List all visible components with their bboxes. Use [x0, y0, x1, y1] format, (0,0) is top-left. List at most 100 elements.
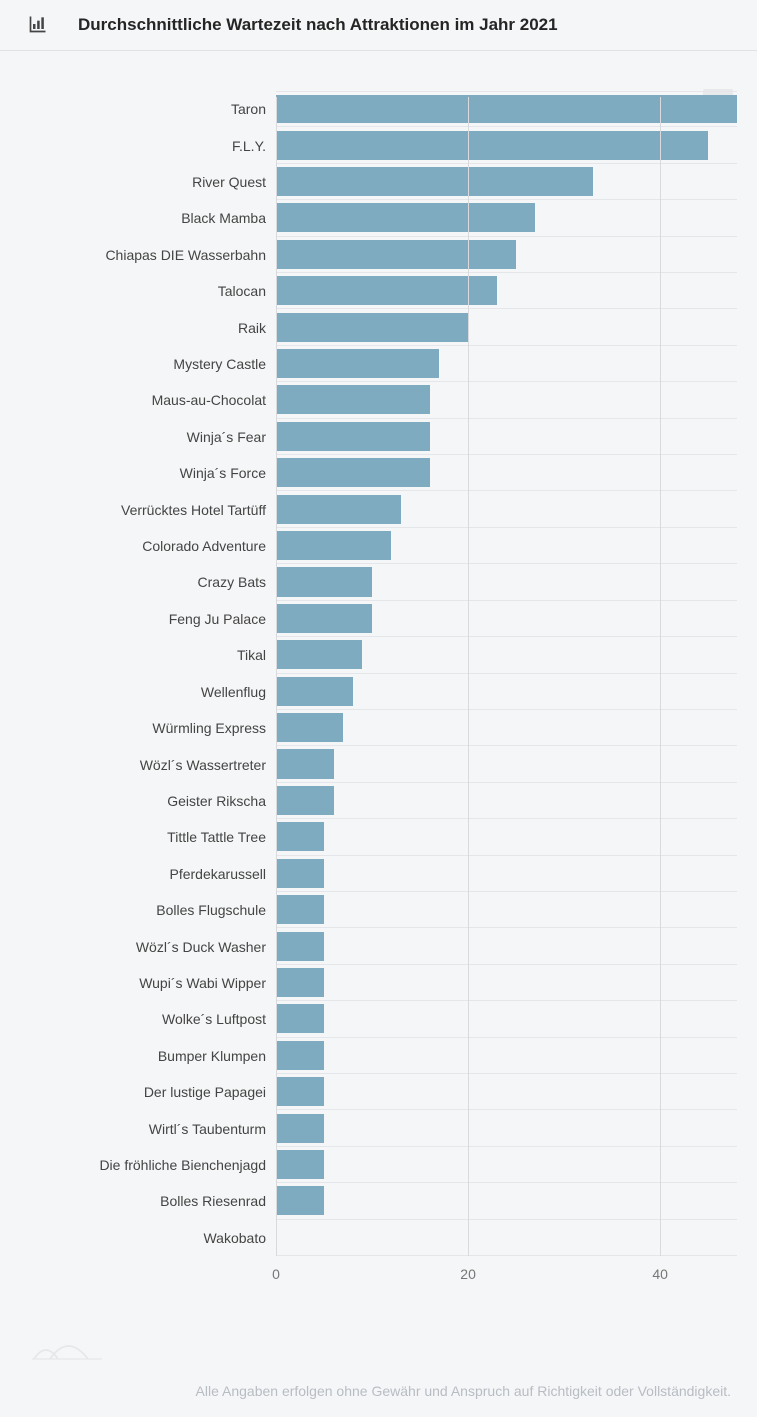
bar[interactable] — [276, 604, 372, 633]
bar-row: Black Mamba — [20, 200, 737, 236]
bar-label: Die fröhliche Bienchenjagd — [20, 1157, 276, 1173]
bar-label: Feng Ju Palace — [20, 611, 276, 627]
bar-label: Bolles Flugschule — [20, 902, 276, 918]
bar-label: Verrücktes Hotel Tartüff — [20, 502, 276, 518]
bar[interactable] — [276, 859, 324, 888]
bar[interactable] — [276, 822, 324, 851]
bar-row: Wirtl´s Taubenturm — [20, 1110, 737, 1146]
bar[interactable] — [276, 713, 343, 742]
bar-label: Mystery Castle — [20, 356, 276, 372]
bar-track — [276, 273, 737, 309]
bar-row: Wupi´s Wabi Wipper — [20, 965, 737, 1001]
bar[interactable] — [276, 1150, 324, 1179]
bar[interactable] — [276, 495, 401, 524]
bar[interactable] — [276, 1077, 324, 1106]
x-tick-label: 20 — [460, 1266, 476, 1282]
bar-track — [276, 419, 737, 455]
bar[interactable] — [276, 895, 324, 924]
bar-track — [276, 892, 737, 928]
bar-label: Tittle Tattle Tree — [20, 829, 276, 845]
chart-title: Durchschnittliche Wartezeit nach Attrakt… — [78, 15, 558, 35]
bar[interactable] — [276, 531, 391, 560]
bar-row: Colorado Adventure — [20, 528, 737, 564]
x-gridline — [468, 97, 469, 1256]
bar-row: Maus-au-Chocolat — [20, 382, 737, 418]
bar-label: River Quest — [20, 174, 276, 190]
bar[interactable] — [276, 968, 324, 997]
bar-row: Bolles Riesenrad — [20, 1183, 737, 1219]
bar[interactable] — [276, 1114, 324, 1143]
bar-row: Chiapas DIE Wasserbahn — [20, 237, 737, 273]
bar-label: Winja´s Force — [20, 465, 276, 481]
bar-track — [276, 309, 737, 345]
bar-row: Die fröhliche Bienchenjagd — [20, 1147, 737, 1183]
bar-row: Winja´s Force — [20, 455, 737, 491]
bar-label: Bumper Klumpen — [20, 1048, 276, 1064]
bar-label: F.L.Y. — [20, 138, 276, 154]
bar[interactable] — [276, 1004, 324, 1033]
bar-track — [276, 819, 737, 855]
bar[interactable] — [276, 1041, 324, 1070]
brand-logo-icon — [32, 1343, 737, 1361]
bar-row: Winja´s Fear — [20, 419, 737, 455]
bar[interactable] — [276, 95, 737, 123]
bar-track — [276, 928, 737, 964]
bar[interactable] — [276, 640, 362, 669]
bar-label: Talocan — [20, 283, 276, 299]
bar-row: F.L.Y. — [20, 127, 737, 163]
disclaimer-text: Alle Angaben erfolgen ohne Gewähr und An… — [20, 1383, 737, 1399]
bar[interactable] — [276, 422, 430, 451]
bar-row: Verrücktes Hotel Tartüff — [20, 491, 737, 527]
bar-row: Tikal — [20, 637, 737, 673]
bar-track — [276, 965, 737, 1001]
bar-row: Mystery Castle — [20, 346, 737, 382]
bar[interactable] — [276, 385, 430, 414]
bar-track — [276, 346, 737, 382]
bar-label: Geister Rikscha — [20, 793, 276, 809]
bar-track — [276, 1147, 737, 1183]
bar-track — [276, 491, 737, 527]
bar-track — [276, 856, 737, 892]
bar[interactable] — [276, 749, 334, 778]
bar-row: Würmling Express — [20, 710, 737, 746]
bar[interactable] — [276, 932, 324, 961]
bar-row: Feng Ju Palace — [20, 601, 737, 637]
bar-track — [276, 200, 737, 236]
bar-row: Tittle Tattle Tree — [20, 819, 737, 855]
bar[interactable] — [276, 203, 535, 232]
bar[interactable] — [276, 131, 708, 160]
bar-chart-icon — [28, 14, 50, 36]
bar-label: Der lustige Papagei — [20, 1084, 276, 1100]
bar-track — [276, 164, 737, 200]
bar-label: Black Mamba — [20, 210, 276, 226]
bar-track — [276, 674, 737, 710]
bar-track — [276, 1110, 737, 1146]
bar[interactable] — [276, 313, 468, 342]
bar[interactable] — [276, 567, 372, 596]
bar-row: Bolles Flugschule — [20, 892, 737, 928]
bar[interactable] — [276, 276, 497, 305]
bar-label: Wupi´s Wabi Wipper — [20, 975, 276, 991]
bar[interactable] — [276, 240, 516, 269]
bar-track — [276, 528, 737, 564]
bar-track — [276, 1001, 737, 1037]
bar-label: Winja´s Fear — [20, 429, 276, 445]
bar-track — [276, 382, 737, 418]
bar-track — [276, 601, 737, 637]
bar[interactable] — [276, 458, 430, 487]
bar[interactable] — [276, 677, 353, 706]
bar-label: Taron — [20, 101, 276, 117]
chart-plot: Taron F.L.Y. River Quest Black Mamba Chiapas… — [20, 91, 737, 1286]
bar-row: Crazy Bats — [20, 564, 737, 600]
bar-track — [276, 127, 737, 163]
bar-label: Wözl´s Duck Washer — [20, 939, 276, 955]
bar-track — [276, 637, 737, 673]
bar[interactable] — [276, 167, 593, 196]
bar-label: Raik — [20, 320, 276, 336]
bar-row: Pferdekarussell — [20, 856, 737, 892]
bar[interactable] — [276, 349, 439, 378]
bar[interactable] — [276, 1186, 324, 1215]
bar-row: Wellenflug — [20, 674, 737, 710]
bar-track — [276, 746, 737, 782]
bar[interactable] — [276, 786, 334, 815]
